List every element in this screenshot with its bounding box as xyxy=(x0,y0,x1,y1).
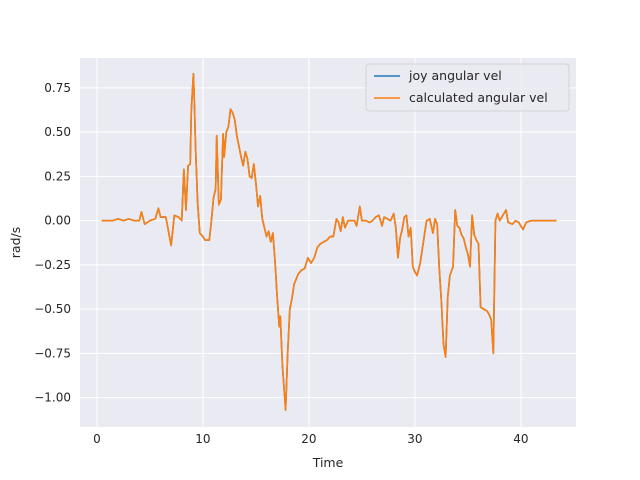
legend: joy angular vel calculated angular vel xyxy=(365,63,570,112)
y-axis-label: rad/s xyxy=(8,227,23,258)
x-tick-label: 30 xyxy=(407,432,422,446)
y-tick-label: 0.50 xyxy=(44,125,71,139)
y-tick-label: −0.25 xyxy=(34,258,71,272)
y-tick-label: −1.00 xyxy=(34,391,71,405)
legend-label-calculated: calculated angular vel xyxy=(409,90,548,105)
series-line-calculated-angular-vel xyxy=(101,72,557,411)
x-tick-label: 40 xyxy=(513,432,528,446)
grid-lines xyxy=(80,58,576,427)
x-tick-label: 0 xyxy=(93,432,101,446)
y-tick-label: 0.25 xyxy=(44,169,71,183)
x-tick-label: 20 xyxy=(301,432,316,446)
x-axis-ticks: 0 10 20 30 40 xyxy=(93,432,528,446)
y-tick-label: 0.00 xyxy=(44,214,71,228)
y-tick-label: 0.75 xyxy=(44,81,71,95)
y-tick-label: −0.50 xyxy=(34,302,71,316)
series-layer xyxy=(101,72,557,411)
y-axis-ticks: 0.75 0.50 0.25 0.00 −0.25 −0.50 −0.75 −1.00 xyxy=(34,81,71,405)
legend-label-joy: joy angular vel xyxy=(408,68,502,83)
legend-box xyxy=(365,63,570,112)
x-axis-label: Time xyxy=(312,455,344,470)
y-tick-label: −0.75 xyxy=(34,346,71,360)
plot-background xyxy=(80,58,576,427)
x-tick-label: 10 xyxy=(195,432,210,446)
